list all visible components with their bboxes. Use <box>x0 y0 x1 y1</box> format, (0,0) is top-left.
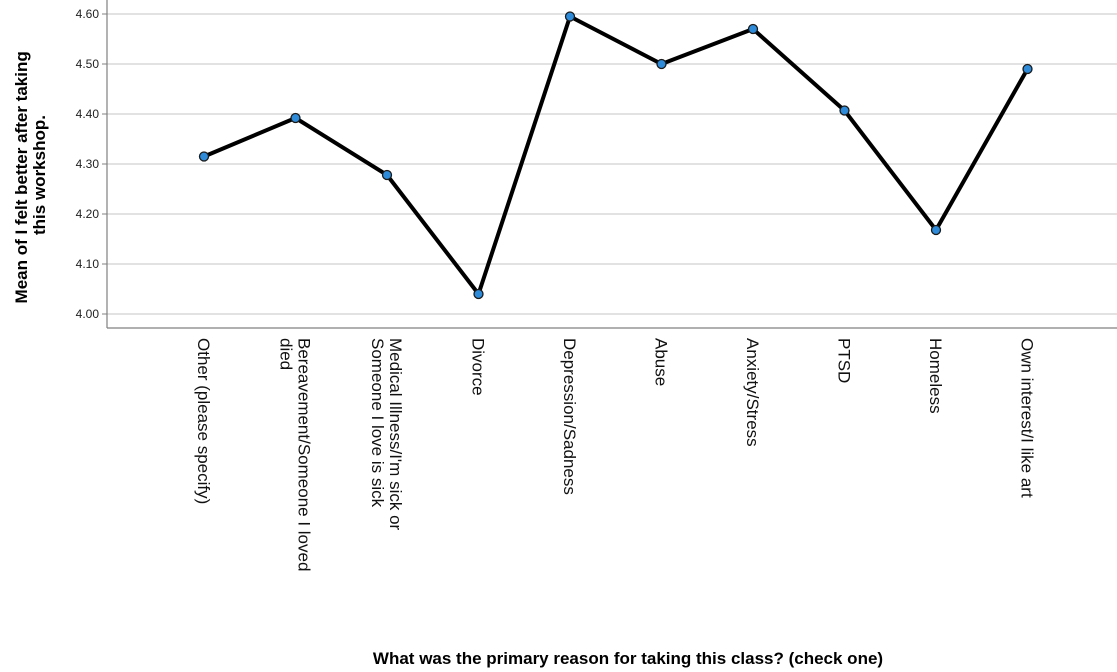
x-category-label-line: PTSD <box>835 338 854 383</box>
x-category-label-line: died <box>277 338 296 370</box>
x-category-label-line: Divorce <box>469 338 488 396</box>
x-category-label-line: Medical Illness/I'm sick or <box>386 338 405 531</box>
data-point <box>930 224 942 236</box>
x-axis-title: What was the primary reason for taking t… <box>373 649 883 668</box>
data-point <box>381 169 393 181</box>
x-category-labels: Other (please specify) Bereavement/Someon… <box>194 338 1037 571</box>
y-tick-label: 4.30 <box>76 157 100 171</box>
x-category-label: Divorce <box>469 338 488 396</box>
x-category-label-line: Homeless <box>926 338 945 414</box>
x-category-label-line: Someone I love is sick <box>368 338 387 508</box>
x-category-label: Other (please specify) <box>194 338 213 504</box>
y-tick-label: 4.00 <box>76 307 100 321</box>
y-tick-label: 4.10 <box>76 257 100 271</box>
data-point <box>290 112 301 124</box>
x-category-label-line: Own interest/I like art <box>1018 338 1037 498</box>
y-tick-label: 4.20 <box>76 207 100 221</box>
series-line <box>202 14 1030 296</box>
data-markers <box>198 11 1033 300</box>
x-category-label-line: Anxiety/Stress <box>743 338 762 447</box>
y-tick-labels: 4.00 4.10 4.20 4.30 4.40 4.50 4.60 <box>76 7 100 321</box>
y-tick-label: 4.40 <box>76 107 100 121</box>
data-point <box>198 151 210 162</box>
y-axis-title-line-1: Mean of I felt better after taking <box>12 51 31 303</box>
x-category-label-line: Bereavement/Someone I loved <box>295 338 314 571</box>
y-axis-title-line-2: this workshop. <box>30 115 49 235</box>
y-axis-title: Mean of I felt better after taking this … <box>12 47 49 304</box>
x-category-label: PTSD <box>835 338 854 383</box>
data-point <box>1022 63 1033 75</box>
data-point <box>473 288 484 300</box>
axes <box>102 0 1117 329</box>
y-tick-label: 4.60 <box>76 7 100 21</box>
x-category-label: Abuse <box>652 338 671 386</box>
gridlines <box>107 13 1117 315</box>
x-category-label: Homeless <box>926 338 945 414</box>
y-tick-label: 4.50 <box>76 57 100 71</box>
x-category-label-line: Abuse <box>652 338 671 386</box>
x-category-label-line: Depression/Sadness <box>560 338 579 495</box>
x-category-label: Own interest/I like art <box>1018 338 1037 498</box>
data-point <box>747 23 759 35</box>
data-point <box>839 105 850 116</box>
data-point <box>564 11 576 22</box>
series-mean <box>202 14 1030 296</box>
x-category-label: Anxiety/Stress <box>743 338 762 447</box>
x-category-label-line: Other (please specify) <box>194 338 213 504</box>
x-category-label: Depression/Sadness <box>560 338 579 495</box>
data-point <box>656 58 667 70</box>
